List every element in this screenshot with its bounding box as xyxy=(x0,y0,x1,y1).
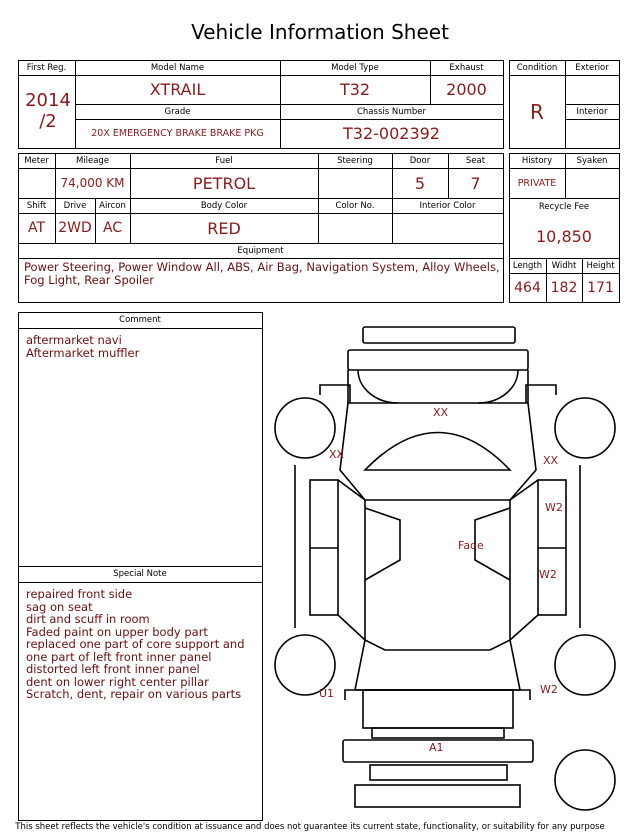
damage-code: Fade xyxy=(458,539,484,552)
label: Aircon xyxy=(99,200,126,211)
label: Door xyxy=(409,155,431,166)
label: Seat xyxy=(465,155,486,166)
value: 171 xyxy=(587,279,614,296)
label: Steering xyxy=(337,155,373,166)
equipment-text: Power Steering, Power Window All, ABS, A… xyxy=(24,260,500,287)
value: 2WD xyxy=(58,220,92,236)
value: T32 xyxy=(339,80,371,99)
value: 10,850 xyxy=(536,226,592,246)
label: Special Note xyxy=(113,569,167,579)
label: Color No. xyxy=(335,200,375,211)
label: Model Type xyxy=(331,62,379,73)
damage-code: A1 xyxy=(429,741,444,754)
damage-code: W2 xyxy=(545,501,563,514)
comment-list: aftermarket navi Aftermarket muffler xyxy=(26,334,139,359)
label: Height xyxy=(586,260,615,271)
damage-code: W2 xyxy=(539,568,557,581)
footer: This sheet reflects the vehicle's condit… xyxy=(15,822,605,832)
text-line: aftermarket navi xyxy=(26,333,122,347)
value: T32-002392 xyxy=(343,124,440,143)
value: R xyxy=(530,99,544,124)
value: 74,000 KM xyxy=(60,176,125,190)
label: Equipment xyxy=(237,245,284,256)
text-line: dent on lower right center pillar xyxy=(26,674,209,689)
value: 2000 xyxy=(446,80,487,99)
label: Grade xyxy=(164,106,191,117)
value: AC xyxy=(102,220,123,236)
label: Interior Color xyxy=(419,200,476,211)
value: PETROL xyxy=(192,173,256,193)
damage-code: XX xyxy=(433,406,449,419)
damage-code: XX xyxy=(543,454,559,467)
note-list: repaired front side sag on seat dirt and s… xyxy=(26,588,245,701)
label: Interior xyxy=(576,106,608,117)
text-line: Aftermarket muffler xyxy=(26,345,140,360)
label: Body Color xyxy=(200,200,248,211)
label: Length xyxy=(512,260,543,271)
title: Vehicle Information Sheet xyxy=(191,20,449,44)
text-line: Scratch, dent, repair on various parts xyxy=(26,687,242,701)
text-line: repaired front side xyxy=(26,587,133,601)
value: 5 xyxy=(414,173,426,193)
damage-code: U1 xyxy=(319,687,335,700)
text-line: replaced one part of core support and xyxy=(26,637,245,651)
value: 464 xyxy=(514,279,541,296)
text-line: Faded paint on upper body part xyxy=(26,624,208,639)
value: PRIVATE xyxy=(517,177,557,189)
label: Condition xyxy=(516,62,558,73)
label: Chassis Number xyxy=(356,106,427,117)
value: XTRAIL xyxy=(149,80,206,99)
label: Widht xyxy=(551,260,577,271)
label: First Reg. xyxy=(26,62,67,73)
damage-code: XX xyxy=(329,448,345,461)
label: Exhaust xyxy=(449,62,484,73)
label: Shift xyxy=(26,200,47,211)
label: Mileage xyxy=(75,155,110,166)
label: Fuel xyxy=(215,155,233,166)
text-line: distorted left front inner panel xyxy=(26,662,200,676)
value: 20X EMERGENCY BRAKE BRAKE PKG xyxy=(91,128,264,139)
label: Drive xyxy=(63,200,87,211)
label: Comment xyxy=(119,315,161,325)
label: History xyxy=(521,155,553,166)
value: 2014 /2 xyxy=(25,90,71,132)
text-line: sag on seat xyxy=(26,599,93,614)
label: Model Name xyxy=(150,62,205,73)
label: Syaken xyxy=(576,155,608,166)
value: 182 xyxy=(550,279,578,296)
value: 7 xyxy=(470,173,481,193)
label: Recycle Fee xyxy=(538,201,590,212)
text-line: dirt and scuff in room xyxy=(26,612,150,626)
label: Exterior xyxy=(575,62,609,73)
value: AT xyxy=(27,220,46,236)
text-line: one part of left front inner panel xyxy=(26,649,212,664)
damage-code: W2 xyxy=(540,683,558,696)
label: Meter xyxy=(24,155,49,166)
value: RED xyxy=(207,218,241,238)
